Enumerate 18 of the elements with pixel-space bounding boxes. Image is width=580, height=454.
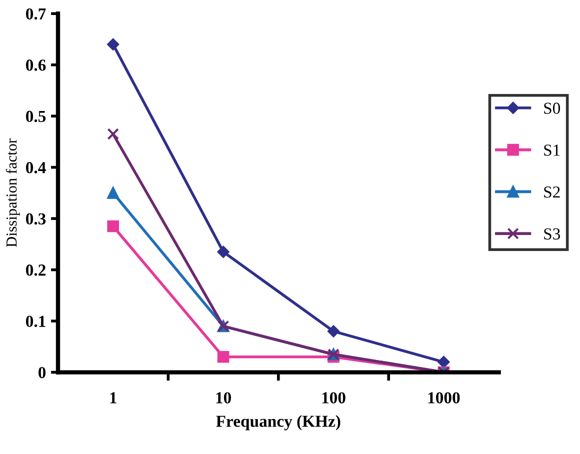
y-tick-label: 0.5 <box>26 110 46 122</box>
legend-label: S0 <box>544 102 560 114</box>
x-tick-label: 1 <box>110 392 116 404</box>
y-tick-label: 0.4 <box>26 162 46 174</box>
y-tick-label: 0.6 <box>26 60 46 71</box>
y-axis-title: Dissipation factor <box>6 138 20 248</box>
x-tick-label: 100 <box>322 392 346 404</box>
legend-label: S2 <box>544 186 560 198</box>
y-tick-label: 0.7 <box>26 8 46 20</box>
y-tick-label: 0.3 <box>26 213 46 225</box>
y-tick-label: 0.1 <box>26 316 46 328</box>
x-tick-label: 10 <box>216 392 231 404</box>
x-tick-label: 1000 <box>428 392 460 404</box>
legend-label: S1 <box>544 144 560 156</box>
y-tick-label: 0.2 <box>26 264 46 276</box>
x-axis-title: Frequancy (KHz) <box>216 415 340 430</box>
y-tick-label: 0 <box>38 366 46 378</box>
legend-label: S3 <box>544 228 560 240</box>
